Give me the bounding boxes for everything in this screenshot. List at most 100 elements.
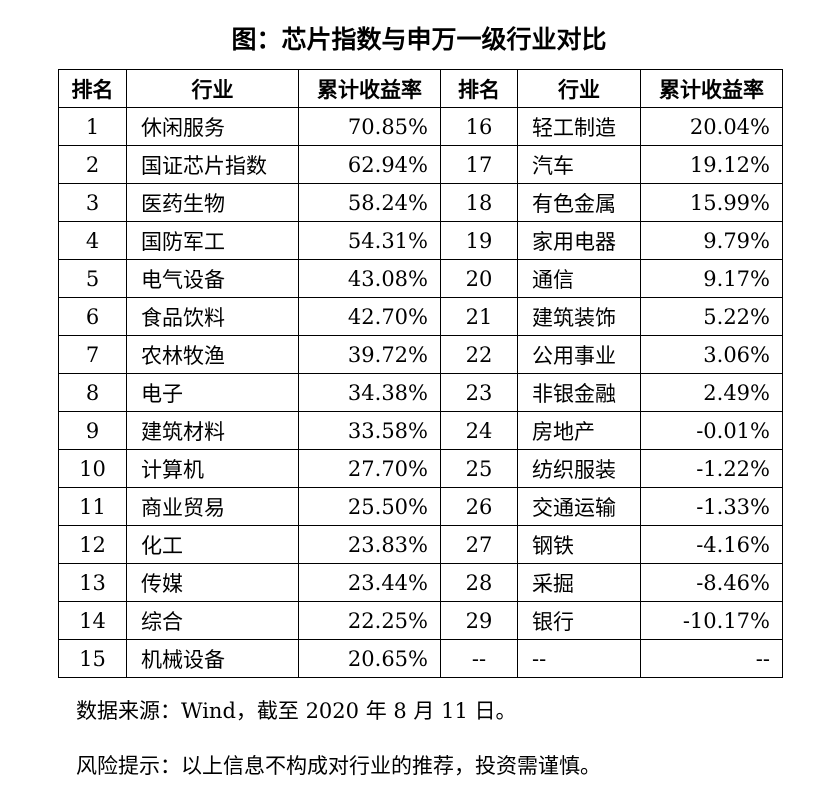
table-cell: 34.38%: [298, 373, 441, 412]
table-cell: 休闲服务: [126, 107, 299, 146]
table-cell: 5: [58, 259, 127, 298]
table-row: 6 食品饮料 42.70% 21 建筑装饰 5.22%: [58, 297, 783, 336]
table-cell: 2.49%: [640, 373, 783, 412]
table-cell: 19: [440, 221, 518, 260]
table-cell: 银行: [517, 601, 641, 640]
table-cell: 13: [58, 563, 127, 602]
table-cell: -1.22%: [640, 449, 783, 488]
table-body: 1 休闲服务 70.85% 16 轻工制造 20.04% 2 国证芯片指数 62.94% 17 汽车…: [58, 107, 783, 678]
table-cell: 17: [440, 145, 518, 184]
table-cell: 采掘: [517, 563, 641, 602]
table-row: 4 国防军工 54.31% 19 家用电器 9.79%: [58, 221, 783, 260]
table-cell: 39.72%: [298, 335, 441, 374]
table-cell: 医药生物: [126, 183, 299, 222]
table-cell: 25.50%: [298, 487, 441, 526]
table-cell: 传媒: [126, 563, 299, 602]
table-cell: 23.44%: [298, 563, 441, 602]
table-row: 15 机械设备 20.65% -- -- --: [58, 639, 783, 678]
table-cell: 国证芯片指数: [126, 145, 299, 184]
table-cell: 机械设备: [126, 639, 299, 678]
table-cell: 62.94%: [298, 145, 441, 184]
table-cell: -10.17%: [640, 601, 783, 640]
table-cell: 建筑材料: [126, 411, 299, 450]
table-cell: 16: [440, 107, 518, 146]
table-cell: 27.70%: [298, 449, 441, 488]
table-cell: 18: [440, 183, 518, 222]
header-cell: 行业: [126, 69, 299, 108]
table-cell: 有色金属: [517, 183, 641, 222]
table-cell: 9.17%: [640, 259, 783, 298]
table-cell: 19.12%: [640, 145, 783, 184]
risk-note: 风险提示：以上信息不构成对行业的推荐，投资需谨慎。: [76, 754, 601, 778]
header-cell: 累计收益率: [298, 69, 441, 108]
source-note: 数据来源：Wind，截至 2020 年 8 月 11 日。: [76, 699, 517, 723]
table-cell: 43.08%: [298, 259, 441, 298]
table-cell: 6: [58, 297, 127, 336]
header-cell: 排名: [440, 69, 518, 108]
table-cell: 7: [58, 335, 127, 374]
table-cell: 23.83%: [298, 525, 441, 564]
table-row: 7 农林牧渔 39.72% 22 公用事业 3.06%: [58, 335, 783, 374]
table-cell: 24: [440, 411, 518, 450]
table-cell: 54.31%: [298, 221, 441, 260]
header-cell: 排名: [58, 69, 127, 108]
table-cell: 2: [58, 145, 127, 184]
table-cell: 23: [440, 373, 518, 412]
table-cell: 交通运输: [517, 487, 641, 526]
table-cell: -1.33%: [640, 487, 783, 526]
table-cell: 22: [440, 335, 518, 374]
table-cell: -4.16%: [640, 525, 783, 564]
table-cell: 8: [58, 373, 127, 412]
table-cell: 钢铁: [517, 525, 641, 564]
table-cell: 58.24%: [298, 183, 441, 222]
table-cell: 20.04%: [640, 107, 783, 146]
table-cell: 公用事业: [517, 335, 641, 374]
table-cell: --: [440, 639, 518, 678]
table-cell: 15: [58, 639, 127, 678]
table-cell: 12: [58, 525, 127, 564]
table-cell: 70.85%: [298, 107, 441, 146]
table-row: 12 化工 23.83% 27 钢铁 -4.16%: [58, 525, 783, 564]
table-row: 10 计算机 27.70% 25 纺织服装 -1.22%: [58, 449, 783, 488]
table-cell: 11: [58, 487, 127, 526]
table-row: 11 商业贸易 25.50% 26 交通运输 -1.33%: [58, 487, 783, 526]
table-cell: 4: [58, 221, 127, 260]
table-row: 9 建筑材料 33.58% 24 房地产 -0.01%: [58, 411, 783, 450]
table-cell: 27: [440, 525, 518, 564]
table-cell: 29: [440, 601, 518, 640]
table-cell: 10: [58, 449, 127, 488]
table-cell: 汽车: [517, 145, 641, 184]
table-cell: 综合: [126, 601, 299, 640]
table-cell: --: [640, 639, 783, 678]
table-cell: 9: [58, 411, 127, 450]
table-cell: 15.99%: [640, 183, 783, 222]
table-row: 1 休闲服务 70.85% 16 轻工制造 20.04%: [58, 107, 783, 146]
table-cell: 电子: [126, 373, 299, 412]
table-row: 8 电子 34.38% 23 非银金融 2.49%: [58, 373, 783, 412]
table-cell: 20.65%: [298, 639, 441, 678]
table-cell: 家用电器: [517, 221, 641, 260]
table-cell: 22.25%: [298, 601, 441, 640]
table-cell: 农林牧渔: [126, 335, 299, 374]
table-cell: 3.06%: [640, 335, 783, 374]
table-cell: -8.46%: [640, 563, 783, 602]
table-cell: 28: [440, 563, 518, 602]
header-cell: 行业: [517, 69, 641, 108]
title: 图：芯片指数与申万一级行业对比: [231, 25, 607, 54]
table-cell: 建筑装饰: [517, 297, 641, 336]
table: 排名 行业 累计收益率 排名 行业 累计收益率 1 休闲服务 70.85% 16 轻工制造 20.0…: [58, 69, 783, 678]
table-cell: 21: [440, 297, 518, 336]
table-cell: 26: [440, 487, 518, 526]
table-cell: 纺织服装: [517, 449, 641, 488]
table-cell: 电气设备: [126, 259, 299, 298]
table-cell: 14: [58, 601, 127, 640]
table-cell: 房地产: [517, 411, 641, 450]
table-cell: -0.01%: [640, 411, 783, 450]
table-row: 2 国证芯片指数 62.94% 17 汽车 19.12%: [58, 145, 783, 184]
table-cell: 化工: [126, 525, 299, 564]
table-row: 13 传媒 23.44% 28 采掘 -8.46%: [58, 563, 783, 602]
table-cell: 25: [440, 449, 518, 488]
table-cell: 42.70%: [298, 297, 441, 336]
table-row: 3 医药生物 58.24% 18 有色金属 15.99%: [58, 183, 783, 222]
